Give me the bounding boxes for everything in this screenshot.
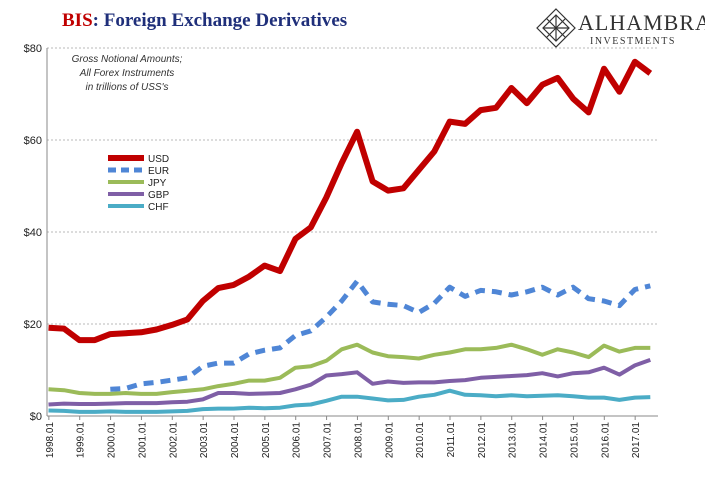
company-logo: ALHAMBRA INVESTMENTS [530,8,705,52]
y-tick-label: $40 [24,227,42,239]
y-tick-label: $60 [24,135,42,147]
series-line-gbp [48,358,651,407]
gridlines [47,47,658,325]
series-line-usd [48,58,653,344]
legend-label-eur: EUR [148,166,169,177]
title-brand: BIS [62,10,93,31]
x-tick-label: 2005.01 [261,422,272,459]
x-tick-label: 2011.01 [446,422,457,458]
x-tick-label: 2003.01 [199,422,210,459]
y-tick-label: $0 [30,411,42,423]
series-line-eur [110,278,651,392]
logo-name: ALHAMBRA [578,10,705,35]
axes: $0 $20 $40 $60 $80 1998.01 1999.01 2000.01 2001.… [24,43,658,458]
x-tick-label: 2004.01 [230,422,241,459]
diamond-lattice-icon [536,8,576,48]
x-tick-label: 2013.01 [508,422,519,459]
legend-label-gbp: GBP [148,190,169,201]
y-tick-label: $80 [24,43,42,55]
x-tick-label: 2012.01 [477,422,488,459]
legend-label-jpy: JPY [148,178,167,189]
x-tick-label: 2009.01 [384,422,395,459]
x-tick-label: 1998.01 [45,422,56,459]
x-tick-label: 2007.01 [323,422,334,459]
series-line-chf [48,388,651,414]
annotation-line-2: All Forex Instruments [79,68,174,79]
x-tick-label: 2017.01 [631,422,642,459]
x-tick-label: 2001.01 [137,422,148,459]
annotation-block: Gross Notional Amounts; All Forex Instru… [72,54,183,93]
x-tick-label: 2008.01 [353,422,364,459]
page-title: BIS: Foreign Exchange Derivatives [62,10,347,32]
logo-subtitle: INVESTMENTS [590,36,676,47]
x-tick-label: 2010.01 [415,422,426,459]
annotation-line-1: Gross Notional Amounts; [72,54,183,65]
x-tick-label: 2002.01 [168,422,179,459]
legend-label-usd: USD [148,154,169,165]
x-tick-label: 2000.01 [107,422,118,459]
title-rest: : Foreign Exchange Derivatives [92,10,348,31]
x-tick-label: 1999.01 [76,422,87,459]
series-line-jpy [48,342,651,396]
x-tick-label: 2006.01 [292,422,303,459]
legend-label-chf: CHF [148,202,169,213]
x-tick-label: 2015.01 [569,422,580,459]
annotation-line-3: in trillions of USS's [85,82,168,93]
series-lines [48,58,653,414]
y-tick-label: $20 [24,319,42,331]
x-tick-label: 2014.01 [539,422,550,459]
x-tick-label: 2016.01 [600,422,611,459]
